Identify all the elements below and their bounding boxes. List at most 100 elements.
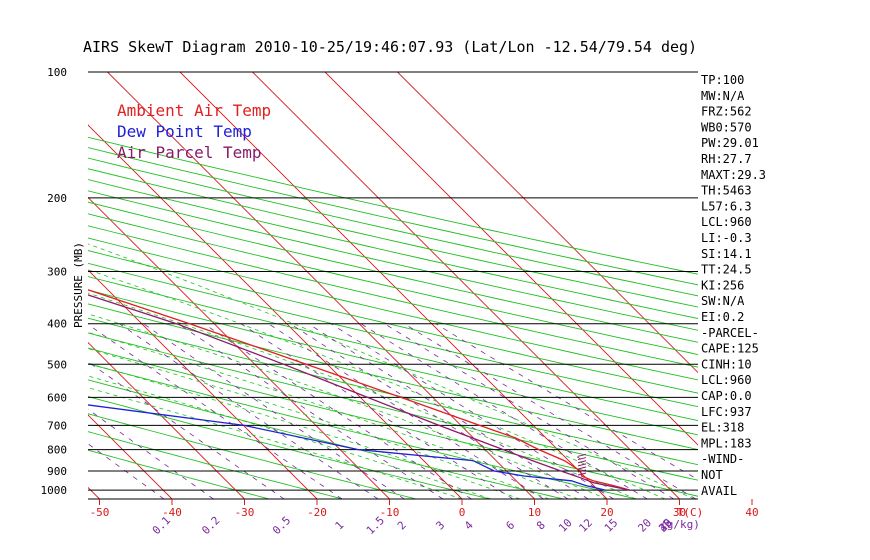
index-value: SI:14.1 <box>701 247 752 261</box>
index-value: LCL:960 <box>701 373 752 387</box>
bottom-temp-tick-label: -10 <box>380 506 400 519</box>
mixing-ratio-line <box>289 323 569 499</box>
mixing-ratio-label: 1 <box>333 519 347 533</box>
y-axis-title: PRESSURE (MB) <box>72 242 85 328</box>
data-point <box>32 271 33 272</box>
index-value: LCL:960 <box>701 215 752 229</box>
data-point <box>283 363 285 365</box>
isobar-layer <box>88 71 698 500</box>
dry-adiabat-line <box>88 136 698 275</box>
mixing-ratio-line <box>88 443 165 499</box>
mixing-ratio-line <box>88 361 285 499</box>
moist-adiabat-line <box>88 387 463 499</box>
legend-item: Ambient Air Temp <box>117 101 271 120</box>
wind-barb <box>577 463 587 467</box>
data-point <box>175 323 178 325</box>
dry-adiabat-line <box>88 303 698 450</box>
mixing-ratio-line <box>88 408 214 499</box>
index-value: KI:256 <box>701 278 744 292</box>
data-point <box>581 475 583 477</box>
mixing-ratio-line <box>308 323 589 499</box>
mixing-ratio-label: 6 <box>503 519 517 533</box>
wind-barb <box>577 460 587 464</box>
data-point <box>502 449 504 451</box>
dry-adiabat-line <box>88 379 564 499</box>
mixing-ratio-label: 10 <box>556 516 575 535</box>
index-value: NOT <box>701 468 723 482</box>
mixing-ratio-label: 2 <box>395 519 409 533</box>
data-point <box>357 449 359 451</box>
data-point <box>593 482 595 484</box>
bottom-temp-tick-label: 20 <box>600 506 613 519</box>
mixing-ratio-line <box>268 323 544 499</box>
dry-adiabat-line <box>88 289 698 436</box>
pressure-tick-label: 400 <box>47 318 67 331</box>
bottom-temp-tick-label: 40 <box>745 506 758 519</box>
pressure-tick-label: 200 <box>47 192 67 205</box>
bottom-temp-tick-label: -30 <box>235 506 255 519</box>
index-value: SW:N/A <box>701 294 745 308</box>
index-value: -WIND- <box>701 452 744 466</box>
index-value: MAXT:29.3 <box>701 168 766 182</box>
wind-barb <box>577 466 587 470</box>
pressure-tick-label: 100 <box>47 66 67 79</box>
pressure-tick-label: 500 <box>47 358 67 371</box>
isotherm-line <box>0 72 27 499</box>
pressure-tick-label: 1000 <box>41 484 68 497</box>
index-value: EL:318 <box>701 421 744 435</box>
mixing-ratio-label: 15 <box>602 516 621 535</box>
wind-barb-layer <box>577 453 587 476</box>
dry-adiabat-line <box>88 168 698 308</box>
pressure-tick-label: 800 <box>47 444 67 457</box>
index-value: CAPE:125 <box>701 342 759 356</box>
dry-adiabat-line <box>88 147 698 286</box>
moist-adiabat-line <box>88 348 550 499</box>
data-point <box>581 477 583 479</box>
index-value: -PARCEL- <box>701 326 759 340</box>
data-point <box>493 470 495 472</box>
dry-adiabat-line <box>88 262 698 408</box>
dry-adiabat-line <box>88 157 698 297</box>
moist-adiabat-line <box>88 292 637 499</box>
index-value: MPL:183 <box>701 436 752 450</box>
mixing-ratio-line <box>435 323 698 481</box>
index-value: TP:100 <box>701 73 744 87</box>
dry-adiabat-line <box>88 363 637 499</box>
moist-adiabat-line <box>88 331 579 499</box>
index-value: CINH:10 <box>701 357 752 371</box>
bottom-temp-tick-label: 30 <box>673 506 686 519</box>
isotherm-line <box>88 124 463 499</box>
dry-adiabat-line <box>88 332 698 481</box>
index-value: LI:-0.3 <box>701 231 752 245</box>
temp-unit-label: T(C) <box>677 506 704 519</box>
pressure-tick-label: 700 <box>47 419 67 432</box>
index-value: TH:5463 <box>701 184 752 198</box>
dry-adiabat-line <box>88 431 343 499</box>
bottom-temp-tick-label: 0 <box>459 506 466 519</box>
data-point <box>479 424 481 426</box>
legend-item: Dew Point Temp <box>117 122 252 141</box>
data-point <box>243 424 245 426</box>
mixing-ratio-line <box>88 323 343 499</box>
pressure-tick-label: 300 <box>47 266 67 279</box>
mixing-ratio-line <box>330 323 614 499</box>
mixing-ratio-line <box>360 323 648 499</box>
mixing-ratio-label: 8 <box>534 519 548 533</box>
series-line-ambient-air-temp <box>88 289 631 491</box>
mixing-ratio-label: 20 <box>635 516 654 535</box>
index-value: CAP:0.0 <box>701 389 752 403</box>
bottom-temp-tick-label: -50 <box>90 506 110 519</box>
data-point <box>189 323 191 325</box>
mixing-ratio-line <box>119 323 379 499</box>
isotherm-line <box>324 72 698 446</box>
legend-item: Air Parcel Temp <box>117 143 262 162</box>
profile-layer <box>18 271 631 491</box>
isotherm-line <box>252 72 680 499</box>
mixing-ratio-label: 12 <box>576 516 595 535</box>
data-point <box>18 271 19 272</box>
data-point <box>367 396 369 398</box>
data-point <box>472 460 474 462</box>
legend: Ambient Air Temp Dew Point Temp Air Parcel… <box>117 101 271 162</box>
wind-barb <box>577 453 587 457</box>
